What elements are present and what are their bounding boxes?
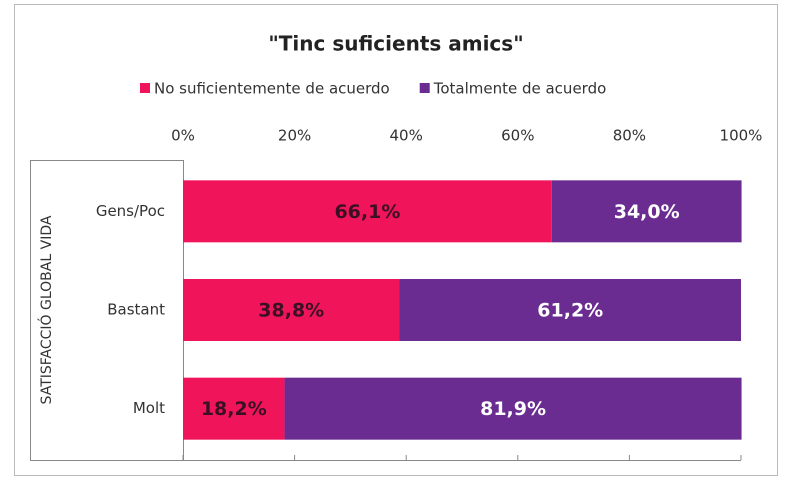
legend-label: Totalmente de acuerdo	[433, 80, 607, 98]
data-label: 34,0%	[614, 201, 680, 223]
data-label: 18,2%	[201, 398, 267, 420]
y-tick-label: Molt	[133, 399, 165, 417]
legend-swatch	[140, 83, 150, 93]
chart-title: "Tinc suficients amics"	[268, 32, 523, 56]
x-tick-label: 80%	[613, 127, 646, 145]
bar-segment	[183, 279, 400, 341]
legend-label: No suficientemente de acuerdo	[154, 80, 390, 98]
x-tick-label: 20%	[278, 127, 311, 145]
x-tick-label: 0%	[171, 127, 195, 145]
x-tick-label: 40%	[390, 127, 423, 145]
bar-segment	[183, 377, 285, 440]
y-tick-label: Bastant	[107, 301, 165, 319]
y-tick-label: Gens/Poc	[96, 202, 165, 220]
bar-segment	[284, 377, 742, 440]
data-label: 38,8%	[258, 300, 324, 322]
data-label: 66,1%	[334, 201, 400, 223]
x-tick-label: 100%	[720, 127, 763, 145]
bar-segment	[183, 180, 552, 243]
y-axis-title: SATISFACCIÓ GLOBAL VIDA	[37, 215, 55, 404]
bar-segment	[399, 279, 741, 341]
data-label: 61,2%	[537, 300, 603, 322]
bar-segment	[551, 180, 742, 243]
data-label: 81,9%	[480, 398, 546, 420]
legend-swatch	[419, 83, 430, 93]
x-tick-label: 60%	[501, 127, 534, 145]
